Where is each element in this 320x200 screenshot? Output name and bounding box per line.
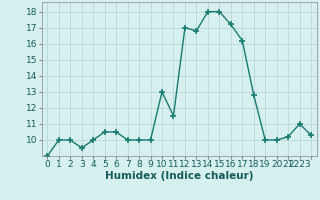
X-axis label: Humidex (Indice chaleur): Humidex (Indice chaleur): [105, 171, 253, 181]
